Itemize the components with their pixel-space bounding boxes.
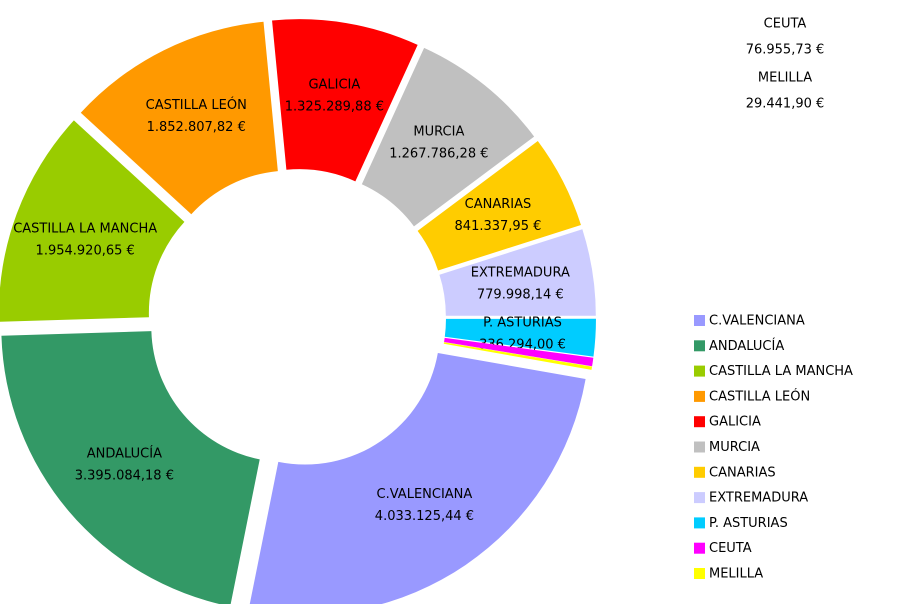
legend-label: CASTILLA LEÓN — [709, 388, 810, 404]
donut-segment — [272, 19, 418, 182]
legend-swatch — [694, 492, 705, 504]
segment-value: 1.954.920,65 € — [36, 244, 135, 259]
segment-value: 3.395.084,18 € — [75, 468, 174, 483]
segment-label: CASTILLA LA MANCHA — [13, 222, 157, 237]
donut-segment — [439, 229, 596, 316]
legend-swatch — [694, 568, 705, 579]
legend-label: GALICIA — [709, 415, 761, 430]
segment-label: EXTREMADURA — [471, 266, 570, 281]
legend-swatch — [694, 466, 705, 478]
donut-segment — [417, 141, 581, 271]
donut-segment — [80, 21, 278, 215]
legend-swatch — [694, 315, 705, 326]
segment-label: MURCIA — [413, 125, 464, 140]
legend-swatch — [694, 517, 705, 529]
legend-swatch — [694, 390, 705, 402]
legend-label: CANARIAS — [709, 465, 776, 480]
segment-label: CANARIAS — [465, 197, 532, 212]
segment-label: CEUTA — [764, 17, 807, 32]
legend-label: MURCIA — [709, 440, 760, 455]
donut-segment — [1, 331, 260, 604]
legend-label: ANDALUCÍA — [709, 338, 784, 354]
segment-label: GALICIA — [308, 78, 360, 93]
segment-value: 841.337,95 € — [455, 219, 542, 234]
donut-segment — [443, 342, 593, 370]
legend-label: C.VALENCIANA — [709, 314, 805, 329]
donut-segment — [444, 318, 596, 357]
legend-label: EXTREMADURA — [709, 491, 808, 506]
segment-value: 1.325.289,88 € — [285, 100, 384, 115]
segment-value: 1.852.807,82 € — [147, 120, 246, 135]
segment-label: C.VALENCIANA — [377, 487, 473, 502]
segment-value: 1.267.786,28 € — [389, 147, 488, 162]
legend-label: CEUTA — [709, 541, 752, 556]
legend-label: MELILLA — [709, 567, 763, 582]
donut-segment — [444, 337, 594, 367]
legend-swatch — [694, 542, 705, 554]
donut-segment — [249, 353, 586, 604]
segment-label: CASTILLA LEÓN — [146, 97, 247, 113]
segment-value: 779.998,14 € — [477, 288, 564, 303]
segment-value: 76.955,73 € — [746, 43, 825, 58]
segment-value: 4.033.125,44 € — [375, 509, 474, 524]
segment-label: ANDALUCÍA — [87, 445, 162, 461]
legend-swatch — [694, 416, 705, 428]
donut-segment — [0, 120, 185, 322]
segment-label: MELILLA — [758, 71, 812, 86]
legend-swatch — [694, 365, 705, 377]
legend-label: P. ASTURIAS — [709, 516, 788, 531]
donut-segment — [361, 47, 535, 227]
legend-swatch — [694, 441, 705, 453]
legend-swatch — [694, 340, 705, 352]
segment-value: 29.441,90 € — [746, 97, 825, 112]
segment-label: P. ASTURIAS — [483, 315, 562, 330]
legend-label: CASTILLA LA MANCHA — [709, 364, 853, 379]
